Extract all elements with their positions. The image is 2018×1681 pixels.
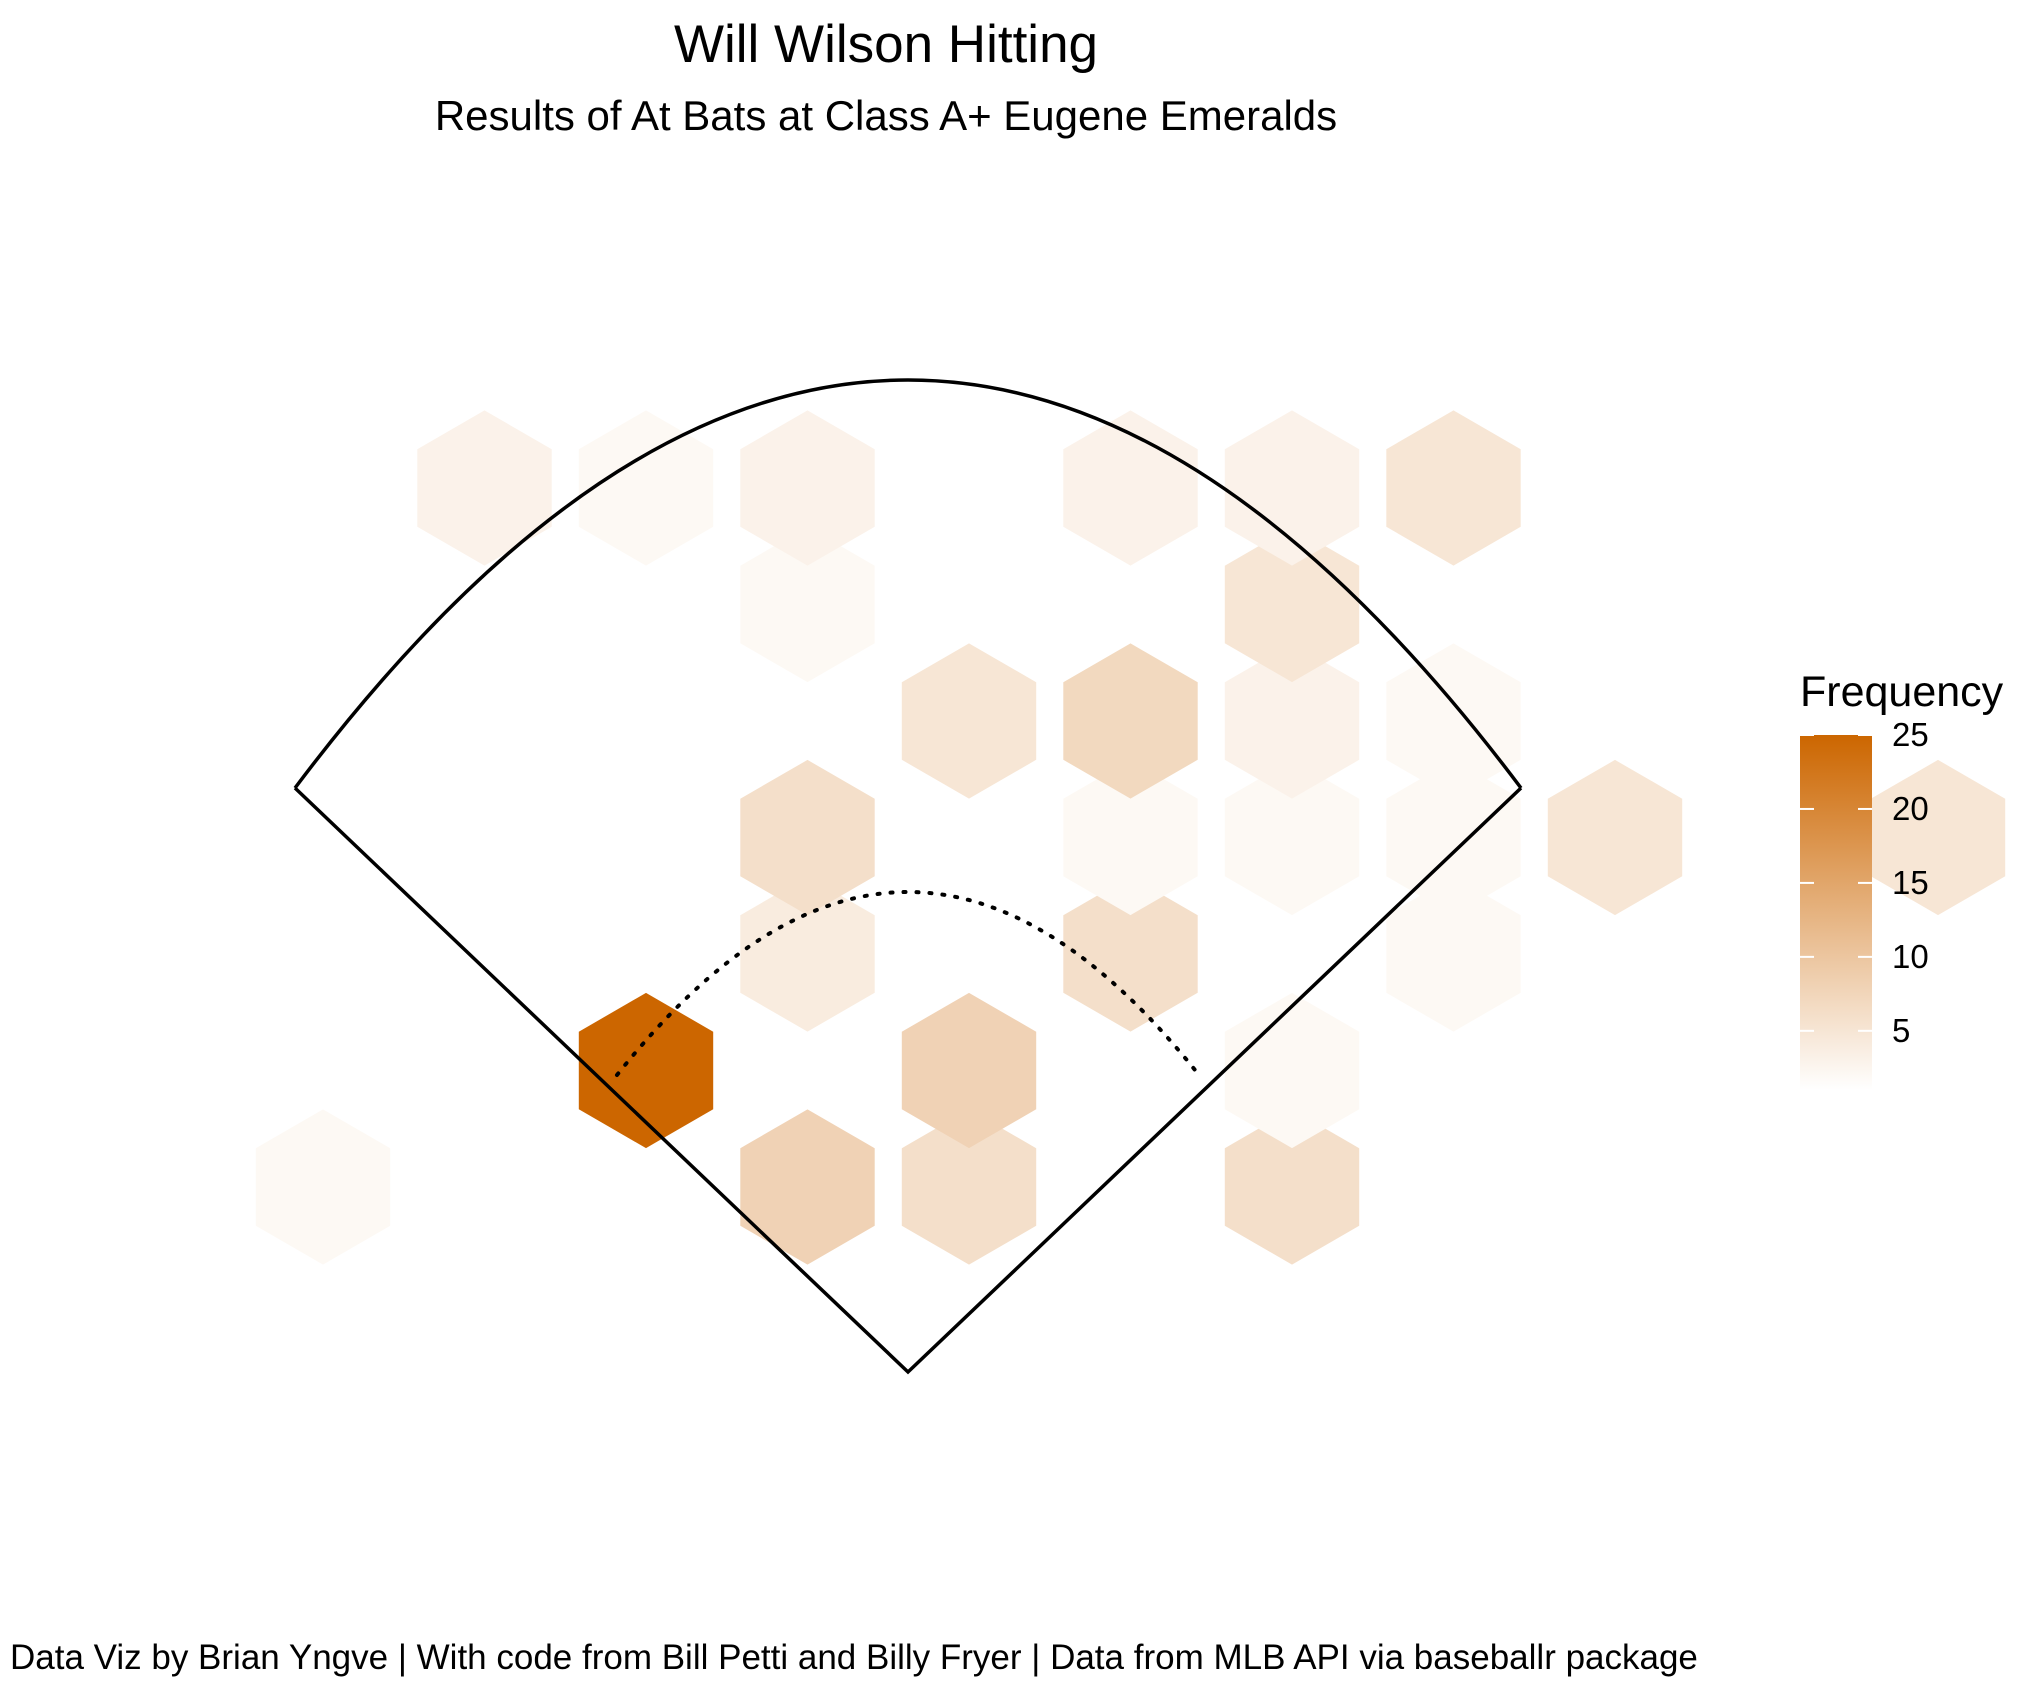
hex-bin xyxy=(740,410,875,566)
hex-bin xyxy=(901,643,1037,799)
hex-bin xyxy=(1386,643,1521,799)
hex-bin xyxy=(1224,526,1360,683)
hex-bin xyxy=(1547,759,1683,916)
hex-bin xyxy=(1386,876,1521,1032)
hex-bin xyxy=(1224,759,1360,916)
hex-bin xyxy=(740,876,875,1032)
hex-bin xyxy=(740,1109,875,1265)
hex-bin xyxy=(578,992,714,1149)
legend-tick-label: 5 xyxy=(1892,1012,1910,1049)
infield-arc xyxy=(615,890,1201,1077)
hex-bin xyxy=(1224,1109,1360,1265)
hex-bin xyxy=(901,1109,1037,1265)
legend-tick-label: 15 xyxy=(1892,864,1929,901)
outfield-fence xyxy=(293,378,1523,790)
hex-bin xyxy=(255,1109,391,1265)
legend-tick-label: 25 xyxy=(1892,716,1929,753)
hex-layer xyxy=(255,410,2006,1265)
hex-bin xyxy=(901,992,1037,1149)
hex-bin xyxy=(1063,876,1198,1032)
hex-bin xyxy=(1224,992,1360,1149)
hex-bin xyxy=(1386,759,1521,916)
legend-title: Frequency xyxy=(1800,668,2004,716)
hex-bin xyxy=(1870,759,2006,916)
hex-bin xyxy=(1063,759,1198,916)
chart-subtitle: Results of At Bats at Class A+ Eugene Em… xyxy=(434,92,1338,139)
chart-title: Will Wilson Hitting xyxy=(673,15,1099,74)
field-outline xyxy=(293,378,1523,1375)
legend-tick-label: 10 xyxy=(1892,938,1929,975)
hex-bin xyxy=(740,526,875,683)
hex-bin xyxy=(417,410,552,566)
hex-bin xyxy=(255,643,391,799)
hex-bin xyxy=(1386,410,1521,566)
hex-bin xyxy=(578,410,714,566)
hex-bin xyxy=(740,759,875,916)
chart-caption: Data Viz by Brian Yngve | With code from… xyxy=(10,1638,1698,1677)
foul-lines xyxy=(293,786,1523,1375)
hex-bin xyxy=(1063,410,1198,566)
legend-tick-label: 20 xyxy=(1892,790,1929,827)
legend-colorbar xyxy=(1800,735,1872,1090)
hex-bin xyxy=(1063,643,1198,799)
frequency-legend: 5 10 15 20 25 xyxy=(1800,716,1929,1090)
legend-ticks: 5 10 15 20 25 xyxy=(1800,716,1929,1049)
hex-bin xyxy=(901,410,1037,566)
hex-bin xyxy=(1224,643,1360,799)
hex-bin xyxy=(1224,410,1360,566)
